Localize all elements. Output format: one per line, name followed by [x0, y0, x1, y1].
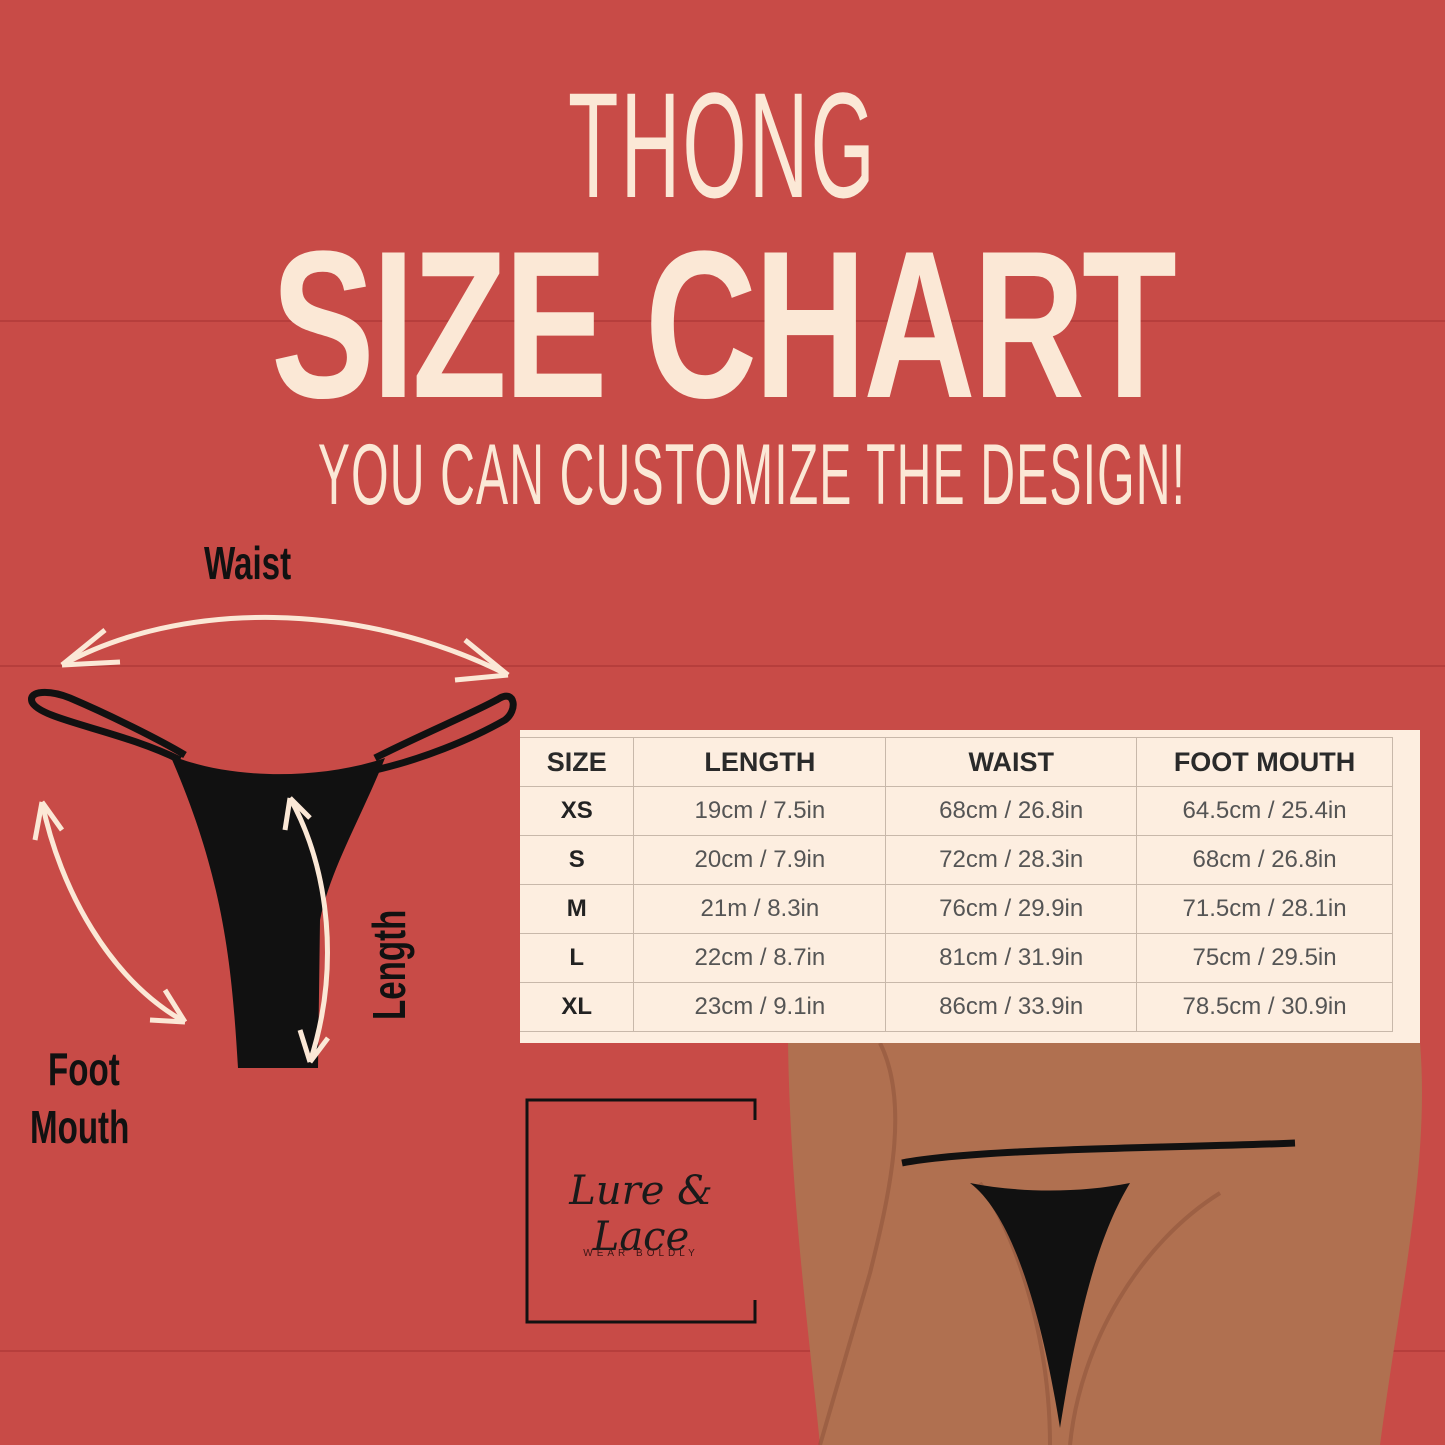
size-cell: XL	[520, 982, 635, 1032]
column-header-waist: WAIST	[885, 737, 1138, 787]
table-row: M 21m / 8.3in 76cm / 29.9in 71.5cm / 28.1in	[520, 884, 1393, 934]
size-cell: S	[520, 835, 635, 885]
logo-name: Lure & Lace	[569, 1168, 713, 1260]
size-table: SIZE LENGTH WAIST FOOT MOUTH XS 19cm / 7.…	[520, 730, 1420, 1043]
length-arrow	[287, 796, 330, 1063]
waist-label: Waist	[204, 537, 292, 589]
waist-cell: 68cm / 26.8in	[885, 786, 1138, 836]
logo-frame	[525, 1098, 757, 1324]
length-arrowheads	[282, 796, 330, 1064]
foot-mouth-cell: 75cm / 29.5in	[1136, 933, 1393, 983]
foot-mouth-cell: 71.5cm / 28.1in	[1136, 884, 1393, 934]
waist-arrow	[60, 615, 510, 678]
waist-cell: 86cm / 33.9in	[885, 982, 1138, 1032]
title-thong: THONG	[568, 61, 877, 229]
thong-diagram	[28, 615, 517, 1068]
background-plank	[0, 1350, 1445, 1352]
length-cell: 22cm / 8.7in	[633, 933, 887, 983]
background-plank	[0, 320, 1445, 322]
size-cell: L	[520, 933, 635, 983]
size-cell: M	[520, 884, 635, 934]
foot-mouth-cell: 68cm / 26.8in	[1136, 835, 1393, 885]
length-cell: 23cm / 9.1in	[633, 982, 887, 1032]
column-header-foot-mouth: FOOT MOUTH	[1136, 737, 1393, 787]
brand-logo: Lure & Lace WEAR BOLDLY	[525, 1098, 757, 1324]
logo-tagline: WEAR BOLDLY	[583, 1248, 699, 1259]
background-plank	[0, 665, 1445, 667]
waist-cell: 72cm / 28.3in	[885, 835, 1138, 885]
waist-cell: 76cm / 29.9in	[885, 884, 1138, 934]
subtitle: YOU CAN CUSTOMIZE THE DESIGN!	[317, 427, 1187, 523]
table-row: XL 23cm / 9.1in 86cm / 33.9in 78.5cm / 30.9…	[520, 982, 1393, 1032]
model-photo	[788, 1043, 1422, 1445]
table-row: S 20cm / 7.9in 72cm / 28.3in 68cm / 26.8in	[520, 835, 1393, 885]
foot-mouth-cell: 78.5cm / 30.9in	[1136, 982, 1393, 1032]
column-header-size: SIZE	[520, 737, 635, 787]
garment-body	[170, 755, 385, 1068]
waist-cell: 81cm / 31.9in	[885, 933, 1138, 983]
foot-mouth-cell: 64.5cm / 25.4in	[1136, 786, 1393, 836]
title-size-chart: SIZE CHART	[271, 207, 1177, 442]
waist-arrowheads	[60, 628, 510, 683]
table-header-row: SIZE LENGTH WAIST FOOT MOUTH	[520, 737, 1393, 787]
size-cell: XS	[520, 786, 635, 836]
table-row: L 22cm / 8.7in 81cm / 31.9in 75cm / 29.5in	[520, 933, 1393, 983]
mouth-label: Mouth	[30, 1101, 130, 1153]
foot-label: Foot	[48, 1043, 120, 1095]
garment-right-strap	[373, 692, 517, 774]
foot-mouth-arrowheads	[32, 800, 188, 1025]
column-header-length: LENGTH	[633, 737, 887, 787]
garment-left-strap	[28, 689, 187, 764]
foot-mouth-arrow	[39, 801, 187, 1025]
length-label: Length	[363, 909, 415, 1020]
length-cell: 19cm / 7.5in	[633, 786, 887, 836]
table-row: XS 19cm / 7.5in 68cm / 26.8in 64.5cm / 25.4…	[520, 786, 1393, 836]
length-cell: 20cm / 7.9in	[633, 835, 887, 885]
length-cell: 21m / 8.3in	[633, 884, 887, 934]
